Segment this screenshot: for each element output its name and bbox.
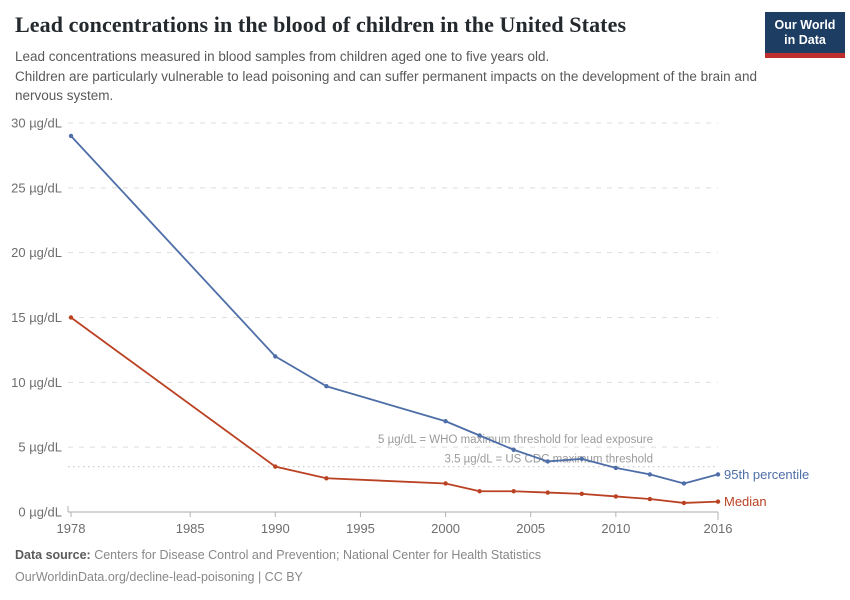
y-tick-label: 20 µg/dL <box>11 245 62 260</box>
data-point <box>613 465 619 471</box>
y-tick-label: 10 µg/dL <box>11 375 62 390</box>
data-point <box>68 133 74 139</box>
series-line-95th-percentile[interactable] <box>70 135 719 485</box>
data-point <box>443 481 448 486</box>
y-tick-label: 15 µg/dL <box>11 310 62 325</box>
data-point <box>477 433 482 438</box>
data-point <box>647 472 653 477</box>
data-point <box>715 499 721 504</box>
data-source-label: Data source: <box>15 548 91 562</box>
data-point <box>579 491 584 497</box>
data-point <box>681 500 687 506</box>
owid-logo[interactable]: Our World in Data <box>765 12 845 58</box>
subtitle-line-1: Lead concentrations measured in blood sa… <box>15 49 550 64</box>
data-point <box>647 496 653 502</box>
x-tick-label: 2016 <box>704 521 733 536</box>
legend-label-median[interactable]: Median <box>724 494 767 509</box>
data-point <box>273 464 278 469</box>
data-point <box>545 490 550 495</box>
data-point <box>545 459 550 464</box>
chart-header: Lead concentrations in the blood of chil… <box>15 12 760 106</box>
owid-url-link[interactable]: OurWorldinData.org/decline-lead-poisonin… <box>15 569 303 584</box>
data-point <box>68 315 74 320</box>
x-tick-label: 2000 <box>431 521 460 536</box>
threshold-annotation: 5 µg/dL = WHO maximum threshold for lead… <box>378 434 653 446</box>
y-tick-label: 0 µg/dL <box>18 505 62 520</box>
subtitle-line-2: Children are particularly vulnerable to … <box>15 68 757 104</box>
data-point <box>681 481 687 486</box>
logo-line-2: in Data <box>784 32 826 47</box>
data-point <box>324 384 329 389</box>
data-point <box>511 447 516 452</box>
x-tick-label: 1995 <box>346 521 375 536</box>
x-tick-label: 1985 <box>176 521 205 536</box>
x-tick-label: 1978 <box>57 521 86 536</box>
data-point <box>477 489 482 494</box>
logo-line-1: Our World <box>774 18 836 33</box>
x-tick-label: 1990 <box>261 521 290 536</box>
x-tick-label: 2010 <box>601 521 630 536</box>
series-line-median[interactable] <box>70 316 719 504</box>
data-point <box>579 456 584 462</box>
data-source-row: Data source: Centers for Disease Control… <box>15 545 541 567</box>
y-tick-label: 25 µg/dL <box>11 180 62 195</box>
data-point <box>511 489 516 494</box>
data-point <box>324 476 329 481</box>
y-tick-label: 30 µg/dL <box>11 116 62 131</box>
chart-subtitle: Lead concentrations measured in blood sa… <box>15 47 760 106</box>
data-point <box>273 354 278 359</box>
data-point <box>613 494 619 499</box>
data-source-text: Centers for Disease Control and Preventi… <box>90 548 541 562</box>
x-tick-label: 2005 <box>516 521 545 536</box>
legend-label-95th-percentile[interactable]: 95th percentile <box>724 467 809 482</box>
data-point <box>715 472 721 477</box>
chart-footer: Data source: Centers for Disease Control… <box>15 545 541 589</box>
data-point <box>443 419 448 424</box>
page-title: Lead concentrations in the blood of chil… <box>15 12 627 37</box>
y-tick-label: 5 µg/dL <box>18 440 62 455</box>
